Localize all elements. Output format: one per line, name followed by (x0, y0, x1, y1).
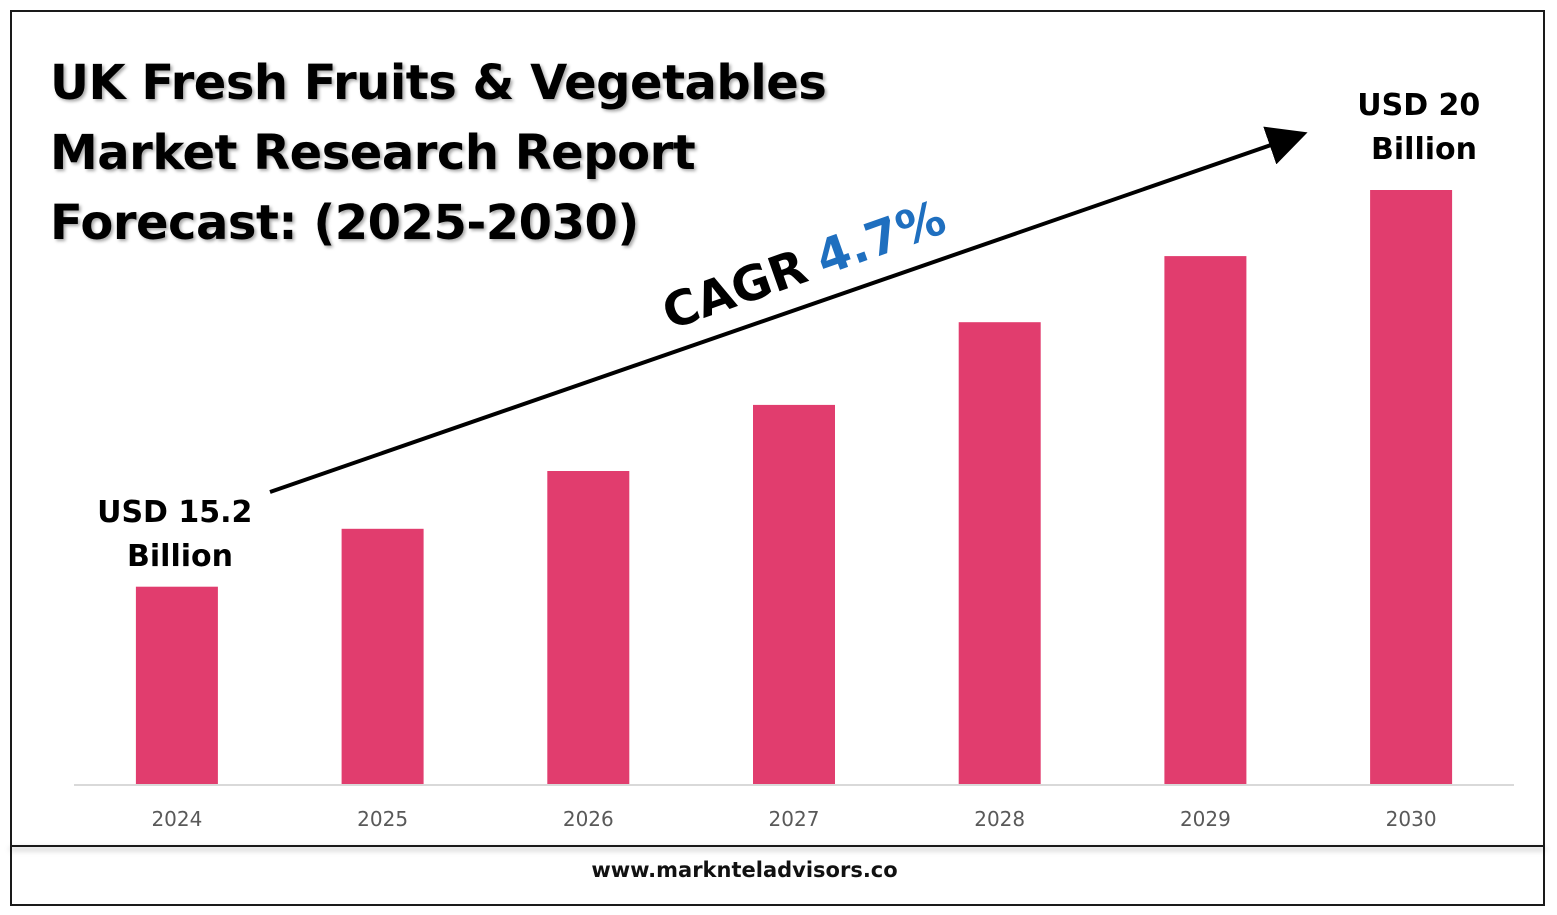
end-value-line-1: USD 20 (1357, 88, 1480, 123)
bar-2024 (135, 586, 218, 785)
bar-2025 (341, 528, 424, 785)
cagr-value: 4.7% (809, 190, 953, 287)
chart-title-line-2: Market Research Report (50, 125, 696, 181)
bar-2028 (958, 322, 1041, 785)
x-tick-label-2024: 2024 (151, 807, 202, 831)
end-value-callout: USD 20 Billion (1357, 88, 1491, 167)
x-tick-label-2028: 2028 (974, 807, 1025, 831)
start-value-callout: USD 15.2 Billion (97, 495, 263, 574)
x-tick-label-2029: 2029 (1180, 807, 1231, 831)
chart-frame (10, 10, 1545, 906)
x-tick-label-2030: 2030 (1386, 807, 1437, 831)
x-tick-label-2025: 2025 (357, 807, 408, 831)
chart-title: UK Fresh Fruits & Vegetables Market Rese… (50, 48, 827, 258)
bar-2029 (1164, 256, 1247, 786)
growth-arrow (269, 126, 1308, 494)
x-axis-tick-labels: 2024 2025 2026 2027 2028 2029 2030 (151, 807, 1436, 831)
bar-2026 (547, 471, 630, 785)
bar-2027 (753, 404, 835, 785)
x-tick-label-2026: 2026 (563, 807, 614, 831)
cagr-label: CAGR (655, 239, 814, 341)
footer-divider (10, 845, 1545, 847)
x-tick-label-2027: 2027 (769, 807, 820, 831)
bars-group (135, 190, 1453, 786)
end-value-line-2: Billion (1371, 132, 1477, 167)
chart-title-line-1: UK Fresh Fruits & Vegetables (50, 55, 827, 111)
start-value-line-1: USD 15.2 (97, 495, 252, 530)
chart-title-line-3: Forecast: (2025-2030) (50, 195, 639, 251)
bar-2030 (1370, 190, 1453, 785)
cagr-annotation: CAGR4.7% (655, 190, 953, 342)
start-value-line-2: Billion (127, 539, 233, 574)
footer-website-url: www.marknteladvisors.co (591, 858, 898, 882)
